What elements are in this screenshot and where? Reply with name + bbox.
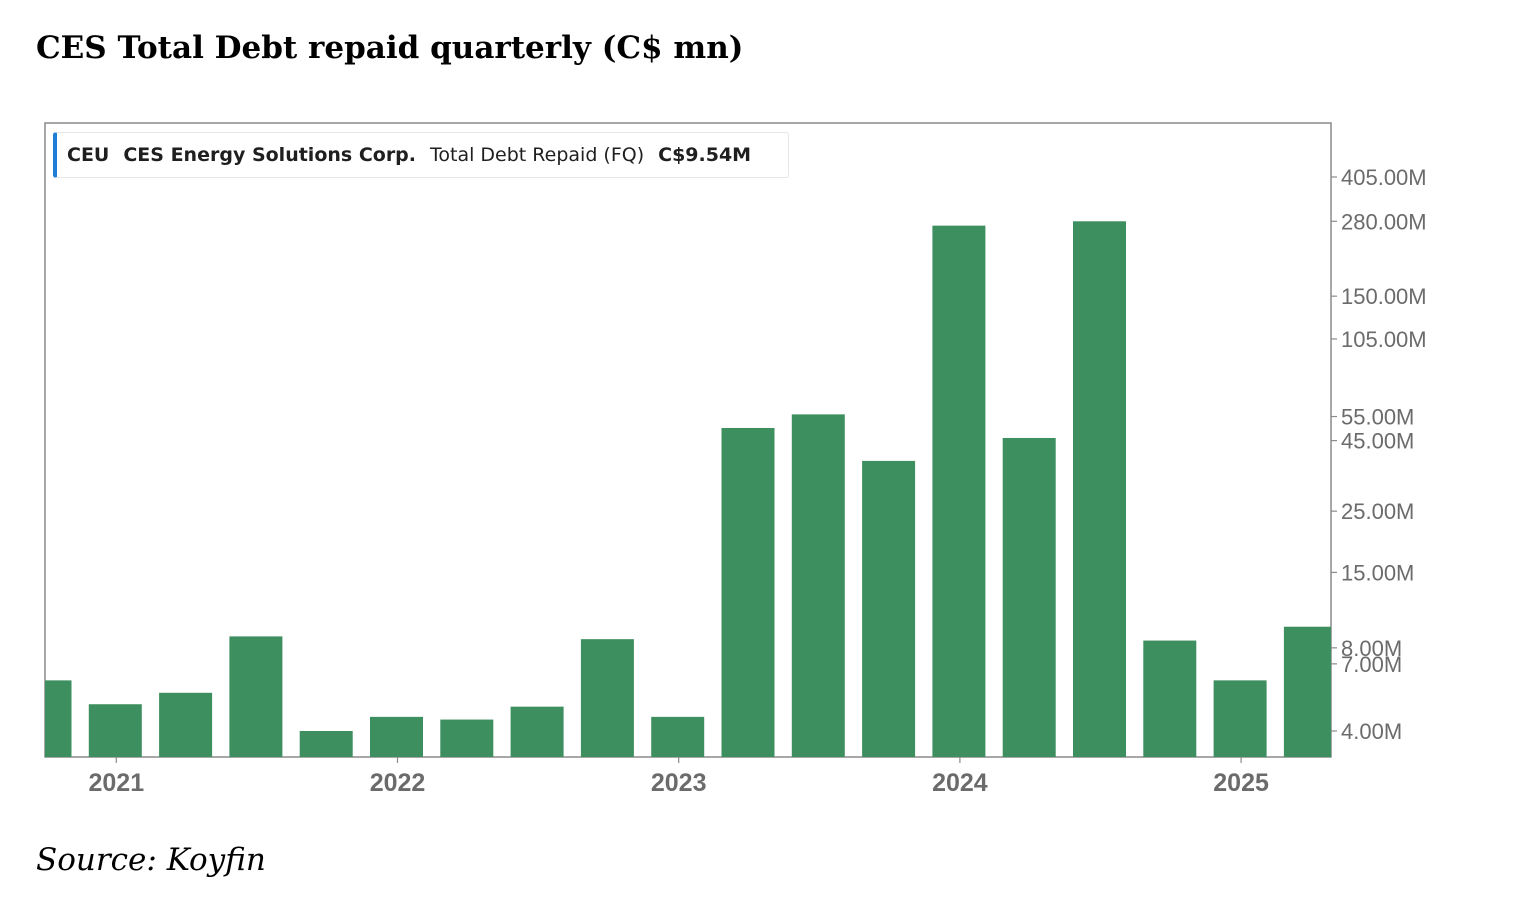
bar-q4-2021 [299, 731, 353, 757]
bar-q4-2023 [862, 460, 916, 757]
y-tick-label: 7.00M [1341, 652, 1402, 677]
bar-q3-2021 [229, 636, 283, 757]
bar-q1-2021 [88, 704, 142, 757]
bar-q2-2025 [1283, 626, 1331, 757]
legend-company: CES Energy Solutions Corp. [123, 144, 417, 166]
x-tick-label: 2022 [370, 769, 426, 797]
y-tick-label: 280.00M [1341, 209, 1427, 234]
bars-group [45, 221, 1331, 757]
y-axis: 405.00M 280.00M 150.00M 105.00M 55.00M45.00M… [1331, 165, 1427, 744]
bar-q2-2024 [1002, 437, 1056, 757]
bar-q1-2023 [651, 716, 705, 757]
bar-q2-2021 [159, 692, 213, 757]
bar-q1-2025 [1213, 680, 1267, 757]
bar-q3-2022 [510, 706, 564, 757]
legend-ticker: CEU [67, 144, 110, 166]
page-title: CES Total Debt repaid quarterly (C$ mn) [36, 30, 744, 66]
y-tick-label: 15.00M [1341, 560, 1414, 585]
x-tick-label: 2024 [932, 769, 988, 797]
x-tick-label: 2023 [651, 769, 707, 797]
x-axis: 2021 2022 2023 2024 2025 [88, 757, 1269, 797]
bar-q4-2022 [580, 639, 634, 757]
y-tick-label: 8.00M [1341, 636, 1402, 661]
bar-q1-2024 [932, 225, 986, 757]
bar-q4-2024 [1143, 640, 1197, 757]
bar-q2-2022 [440, 719, 494, 757]
y-tick-label: 150.00M [1341, 284, 1427, 309]
y-tick-label: 105.00M [1341, 327, 1427, 352]
bar-q2-2023 [721, 427, 775, 757]
bar-q4-2020 [45, 680, 72, 757]
bar-q3-2024 [1073, 221, 1126, 757]
bar-q3-2023 [791, 414, 845, 757]
y-tick-label: 45.00M [1341, 429, 1414, 454]
legend-value: C$9.54M [658, 144, 752, 166]
bar-q1-2022 [370, 716, 423, 757]
legend-metric: Total Debt Repaid (FQ) [430, 144, 645, 166]
x-tick-label: 2025 [1213, 769, 1269, 797]
series-legend: CEU CES Energy Solutions Corp. Total Deb… [53, 132, 789, 178]
y-tick-label: 25.00M [1341, 499, 1414, 524]
y-tick-label: 4.00M [1341, 719, 1402, 744]
x-tick-label: 2021 [88, 769, 144, 797]
y-tick-label: 405.00M [1341, 165, 1427, 190]
source-note: Source: Koyfin [36, 842, 266, 878]
y-tick-label: 55.00M [1341, 405, 1414, 430]
